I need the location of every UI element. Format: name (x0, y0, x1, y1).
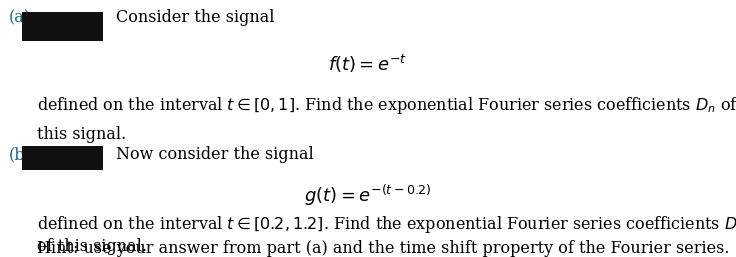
Text: $g(t) = e^{-(t-0.2)}$: $g(t) = e^{-(t-0.2)}$ (304, 182, 432, 208)
Text: Consider the signal: Consider the signal (116, 9, 275, 26)
Text: of this signal.: of this signal. (37, 238, 146, 255)
Text: (b): (b) (9, 146, 32, 163)
Text: (a): (a) (9, 9, 31, 26)
Text: $f(t) = e^{-t}$: $f(t) = e^{-t}$ (328, 53, 408, 75)
Text: Hint: use your answer from part (a) and the time shift property of the Fourier s: Hint: use your answer from part (a) and … (37, 240, 729, 257)
Text: defined on the interval $t \in [0, 1]$. Find the exponential Fourier series coef: defined on the interval $t \in [0, 1]$. … (37, 95, 736, 116)
Text: Now consider the signal: Now consider the signal (116, 146, 314, 163)
Bar (22, 146, 103, 170)
Bar (22, 12, 103, 41)
Text: defined on the interval $t \in [0.2, 1.2]$. Find the exponential Fourier series : defined on the interval $t \in [0.2, 1.2… (37, 215, 736, 236)
Text: this signal.: this signal. (37, 126, 126, 143)
